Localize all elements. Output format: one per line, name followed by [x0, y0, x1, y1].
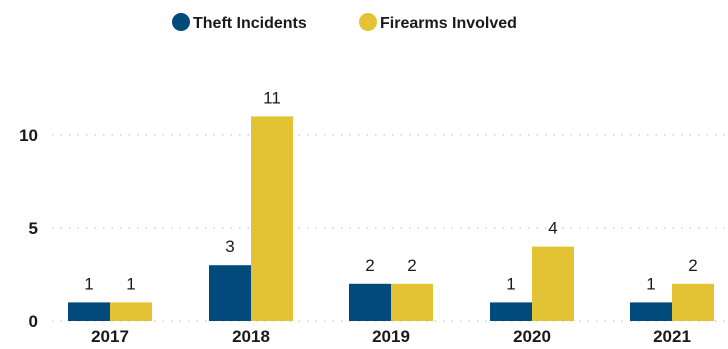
x-tick-label: 2018 [232, 327, 270, 346]
bar [532, 246, 574, 321]
legend-label: Firearms Involved [380, 15, 517, 32]
x-tick-label: 2021 [653, 327, 691, 346]
legend-swatch [172, 13, 190, 31]
y-tick-label: 0 [29, 312, 38, 331]
data-label: 3 [225, 237, 234, 256]
y-tick-label: 10 [19, 126, 38, 145]
bar [349, 283, 391, 321]
bar [672, 283, 714, 321]
bar [490, 302, 532, 321]
data-label: 2 [365, 256, 374, 275]
bar [209, 265, 251, 321]
data-label: 2 [407, 256, 416, 275]
x-tick-label: 2019 [372, 327, 410, 346]
bar [630, 302, 672, 321]
data-label: 11 [263, 88, 281, 107]
x-axis-ticks: 2017 2018 2019 2020 2021 [91, 327, 691, 346]
y-tick-label: 5 [29, 219, 38, 238]
bar [68, 302, 110, 321]
data-label: 1 [506, 274, 515, 293]
bars [68, 116, 714, 322]
x-tick-label: 2017 [91, 327, 129, 346]
data-label: 1 [126, 274, 135, 293]
y-axis-ticks: 0 5 10 [19, 126, 38, 331]
legend-swatch [359, 13, 377, 31]
data-label: 2 [688, 256, 697, 275]
data-label: 4 [548, 219, 557, 238]
x-tick-label: 2020 [513, 327, 551, 346]
bar [251, 116, 293, 322]
data-label: 1 [84, 274, 93, 293]
data-label: 1 [646, 274, 655, 293]
legend-label: Theft Incidents [193, 15, 307, 32]
bar [391, 283, 433, 321]
legend: Theft Incidents Firearms Involved [172, 13, 517, 32]
bar [110, 302, 152, 321]
